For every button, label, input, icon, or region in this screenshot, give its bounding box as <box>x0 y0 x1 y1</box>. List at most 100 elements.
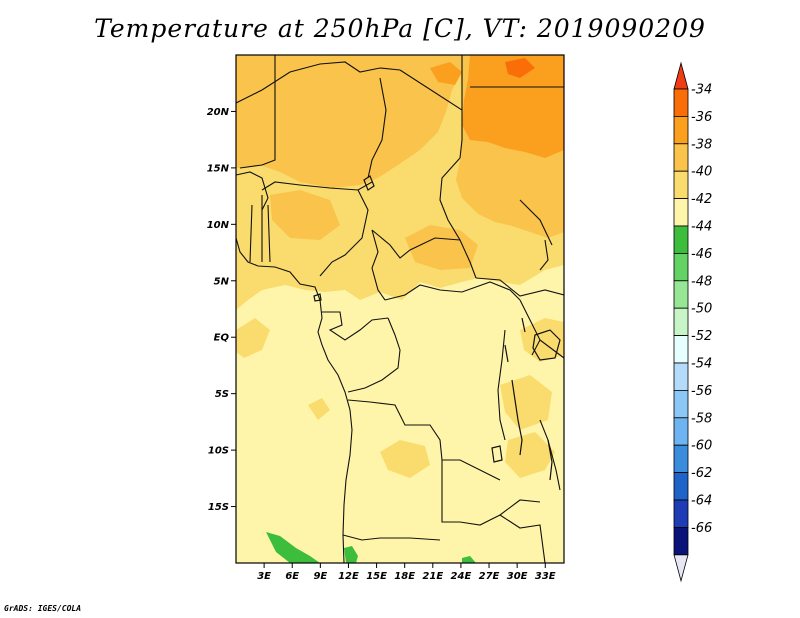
colorbar-segment <box>673 198 689 227</box>
colorbar-segment <box>673 335 689 364</box>
border-algeria-mali <box>236 61 401 104</box>
colorbar-segment <box>673 362 689 391</box>
lake-albert <box>521 317 526 333</box>
colorbar-label: -54 <box>691 357 712 372</box>
colorbar-label: -48 <box>691 274 712 289</box>
lon-tick-label: 24E <box>451 571 472 582</box>
colorbar-segment <box>673 252 689 282</box>
lat-tick-label: 20N <box>207 107 230 118</box>
border-congo-drc <box>347 317 401 393</box>
colorbar-label: -34 <box>691 83 712 98</box>
lake-malawi <box>547 439 553 481</box>
border-chad-east <box>439 157 477 279</box>
island-bioko <box>313 293 322 302</box>
colorbar-top-triangle <box>673 61 689 90</box>
lon-tick-label: 33E <box>535 571 556 582</box>
latitude-axis: 20N 15N 10N 5N EQ 5S 10S 15S <box>207 107 236 513</box>
colorbar-label: -60 <box>691 439 712 454</box>
lon-tick-label: 18E <box>394 571 415 582</box>
border-libya-chad <box>399 69 463 159</box>
field-patch-south-2 <box>505 432 555 478</box>
colorbar-segment <box>673 170 689 199</box>
border-angola-zambia <box>441 460 460 523</box>
lon-tick-label: 6E <box>285 571 299 582</box>
field-patch-south-3 <box>380 440 430 478</box>
field-band-minus40-38 <box>236 55 462 188</box>
colorbar-segment <box>673 307 689 337</box>
lat-tick-label: 5S <box>215 389 229 400</box>
colorbar-segment <box>673 143 689 172</box>
lat-tick-label: EQ <box>214 333 230 344</box>
border-sudan-south <box>475 277 564 297</box>
colorbar-label: -56 <box>691 384 712 399</box>
border-uganda <box>519 299 541 356</box>
colorbar-bottom-triangle <box>673 554 689 583</box>
lake-chad <box>363 175 375 191</box>
colorbar-label: -62 <box>691 466 712 481</box>
lat-tick-label: 10S <box>208 446 229 457</box>
field-patch-nigeria <box>270 190 340 240</box>
border-burkina <box>236 171 269 211</box>
map-lakes <box>313 175 561 481</box>
colorbar-segment <box>673 444 689 474</box>
colorbar-segment <box>673 389 689 419</box>
border-benin-togo <box>249 195 271 263</box>
map-title: Temperature at 250hPa [C], VT: 201909020… <box>94 14 706 43</box>
credit-text: GrADS: IGES/COLA <box>4 604 82 613</box>
field-green-patch-3 <box>462 556 476 563</box>
border-ethiopia <box>539 239 549 271</box>
colorbar-segment <box>673 417 689 446</box>
border-angola-namibia <box>342 534 441 541</box>
colorbar-segment <box>673 280 689 309</box>
lat-tick-label: 10N <box>207 220 230 231</box>
colorbar-label: -46 <box>691 247 712 262</box>
colorbar-label: -66 <box>691 521 712 536</box>
border-car-drc <box>384 281 521 301</box>
temperature-field <box>236 55 564 563</box>
colorbar-label: -44 <box>691 220 712 235</box>
colorbar-label: -40 <box>691 165 712 180</box>
border-zimbabwe <box>499 514 546 563</box>
lon-tick-label: 27E <box>479 571 500 582</box>
lon-tick-label: 15E <box>366 571 387 582</box>
longitude-axis: 3E 6E 9E 12E 15E 18E 21E 24E 27E 30E 33E <box>257 563 556 582</box>
field-band-minus38-36 <box>462 55 564 158</box>
field-green-patch-1 <box>266 532 320 563</box>
border-tanzania-moz <box>539 419 561 491</box>
lake-tanganyika <box>511 379 523 456</box>
field-patch-car <box>405 225 478 270</box>
lake-kivu <box>504 344 509 363</box>
field-patch-north <box>430 62 462 85</box>
colorbar-segment <box>673 225 689 254</box>
colorbar-label: -64 <box>691 494 712 509</box>
border-kenya-tanzania <box>539 339 564 359</box>
colorbar-label: -52 <box>691 329 712 344</box>
border-gabon-congo <box>322 311 389 341</box>
lon-tick-label: 21E <box>422 571 443 582</box>
colorbar-label: -36 <box>691 110 712 125</box>
field-patch-south-west <box>308 398 330 420</box>
map-borders <box>236 55 564 563</box>
lake-victoria <box>532 329 561 361</box>
border-sudan-ethiopia <box>519 199 553 246</box>
field-patch-east-equator <box>520 318 564 362</box>
border-drc-east <box>497 329 506 441</box>
colorbar-label: -58 <box>691 411 712 426</box>
colorbar-label: -50 <box>691 302 712 317</box>
lon-tick-label: 12E <box>338 571 359 582</box>
colorbar-label: -42 <box>691 192 712 207</box>
border-cameroon-car <box>371 229 386 301</box>
border-niger-libya <box>367 77 387 179</box>
lat-tick-label: 15S <box>208 502 229 513</box>
field-patch-west-coast <box>236 318 270 358</box>
border-mali-niger <box>239 55 276 169</box>
lon-tick-label: 3E <box>257 571 271 582</box>
colorbar-segment <box>673 472 689 501</box>
colorbar-segment <box>673 88 689 117</box>
coastline-west <box>236 237 353 563</box>
colorbar-segment <box>673 527 689 556</box>
colorbar-segment <box>673 116 689 145</box>
lat-tick-label: 5N <box>214 276 230 287</box>
colorbar: -34 -36 -38 -40 -42 -44 -46 -48 -50 -52 -54 -56 -58 -… <box>673 61 712 583</box>
lat-tick-label: 15N <box>207 163 230 174</box>
